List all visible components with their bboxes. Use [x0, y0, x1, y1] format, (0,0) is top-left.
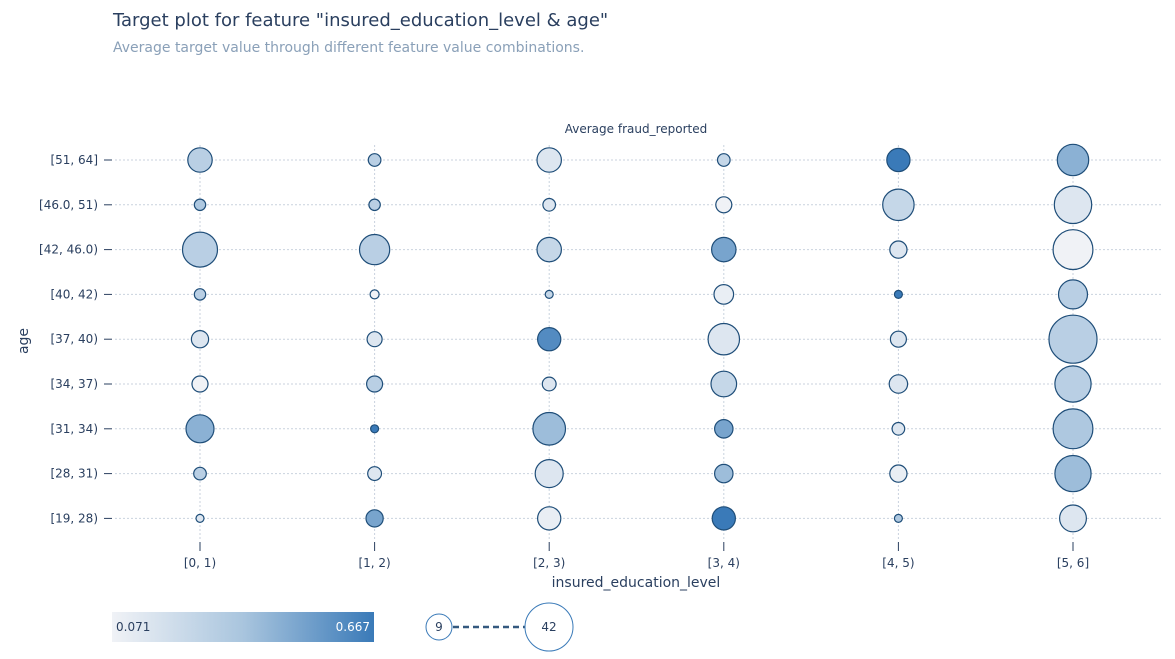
- bubble-point: [716, 153, 731, 167]
- bubble-point: [536, 147, 562, 173]
- bubble-point: [536, 236, 562, 263]
- bubbles: [181, 143, 1098, 533]
- bubble-point: [366, 331, 383, 348]
- bubble-point: [889, 330, 908, 348]
- bubble-point: [1052, 229, 1094, 271]
- y-tick-label: [19, 28): [50, 511, 98, 525]
- bubble-point: [534, 459, 564, 489]
- x-tick-label: [3, 4): [708, 556, 740, 570]
- size-legend-max-circle: [524, 602, 574, 652]
- y-axis-title: age: [16, 328, 32, 354]
- bubble-point: [537, 327, 562, 352]
- axis-ticks: [19, 28) [28, 31) [31, 34) [34, 37) [37, 40)…: [39, 153, 1089, 570]
- y-tick-label: [31, 34): [50, 422, 98, 436]
- y-tick-label: [51, 64]: [50, 153, 98, 167]
- bubble-point: [891, 421, 906, 436]
- bubble-point: [544, 289, 554, 299]
- bubble-point: [710, 236, 737, 263]
- bubble-point: [707, 322, 741, 356]
- bubble-point: [893, 513, 904, 524]
- bubble-point: [713, 463, 734, 484]
- bubble-point: [195, 513, 205, 524]
- bubble-point: [185, 414, 215, 444]
- colorbar: [112, 612, 374, 642]
- size-legend-min-label: 9: [435, 620, 443, 634]
- chart-title: Target plot for feature "insured_educati…: [113, 10, 609, 31]
- bubble-point: [367, 153, 382, 167]
- y-tick-label: [37, 40): [50, 332, 98, 346]
- colorbar-max-label: 0.667: [336, 620, 370, 634]
- bubble-point: [537, 506, 562, 531]
- bubble-point: [367, 466, 383, 482]
- size-legend-max-label: 42: [541, 620, 556, 634]
- x-tick-label: [5, 6]: [1057, 556, 1089, 570]
- bubble-point: [190, 330, 210, 349]
- bubble-point: [1052, 408, 1094, 450]
- bubble-point: [1054, 365, 1092, 403]
- bubble-point: [889, 240, 908, 259]
- bubble-point: [187, 147, 213, 173]
- bubble-point: [368, 198, 381, 212]
- bubble-point: [181, 231, 219, 268]
- plot-label: Average fraud_reported: [565, 122, 707, 136]
- bubble-point: [888, 374, 909, 394]
- bubble-point: [886, 147, 911, 173]
- bubble-point: [193, 288, 207, 301]
- y-tick-label: [34, 37): [50, 377, 98, 391]
- bubble-point: [1056, 143, 1090, 177]
- bubble-point: [366, 375, 384, 393]
- bubble-point: [710, 370, 738, 398]
- bubble-point: [711, 506, 737, 531]
- chart-subtitle: Average target value through different f…: [113, 40, 585, 56]
- bubble-point: [370, 424, 380, 434]
- bubble-point: [1048, 314, 1098, 364]
- grid-lines: [115, 145, 1162, 540]
- color-legend: 0.071 0.667: [112, 612, 374, 642]
- bubble-point: [193, 198, 207, 212]
- bubble-point: [713, 284, 735, 305]
- bubble-point: [713, 418, 734, 439]
- bubble-point: [1054, 454, 1092, 493]
- bubble-point: [1058, 504, 1087, 533]
- x-tick-label: [4, 5): [882, 556, 914, 570]
- bubble-point: [541, 376, 557, 392]
- y-tick-label: [46.0, 51): [39, 198, 98, 212]
- bubble-point: [882, 188, 915, 222]
- size-legend: 9 42: [425, 602, 574, 652]
- y-tick-label: [42, 46.0): [39, 243, 98, 257]
- bubble-point: [889, 464, 908, 483]
- y-tick-label: [28, 31): [50, 467, 98, 481]
- bubble-point: [715, 196, 733, 214]
- bubble-point: [532, 411, 567, 446]
- colorbar-min-label: 0.071: [116, 620, 150, 634]
- bubble-point: [1057, 279, 1089, 310]
- bubble-point: [893, 289, 904, 299]
- bubble-point: [365, 509, 384, 528]
- bubble-point: [369, 289, 380, 300]
- bubble-point: [358, 233, 391, 266]
- size-legend-min-circle: [425, 613, 453, 641]
- x-axis-title: insured_education_level: [552, 575, 721, 591]
- y-tick-label: [40, 42): [50, 287, 98, 301]
- bubble-point: [193, 466, 207, 481]
- x-tick-label: [0, 1): [184, 556, 216, 570]
- x-tick-label: [1, 2): [358, 556, 390, 570]
- x-tick-label: [2, 3): [533, 556, 565, 570]
- bubble-point: [1053, 185, 1093, 225]
- bubble-point: [542, 197, 557, 212]
- bubble-point: [191, 375, 209, 393]
